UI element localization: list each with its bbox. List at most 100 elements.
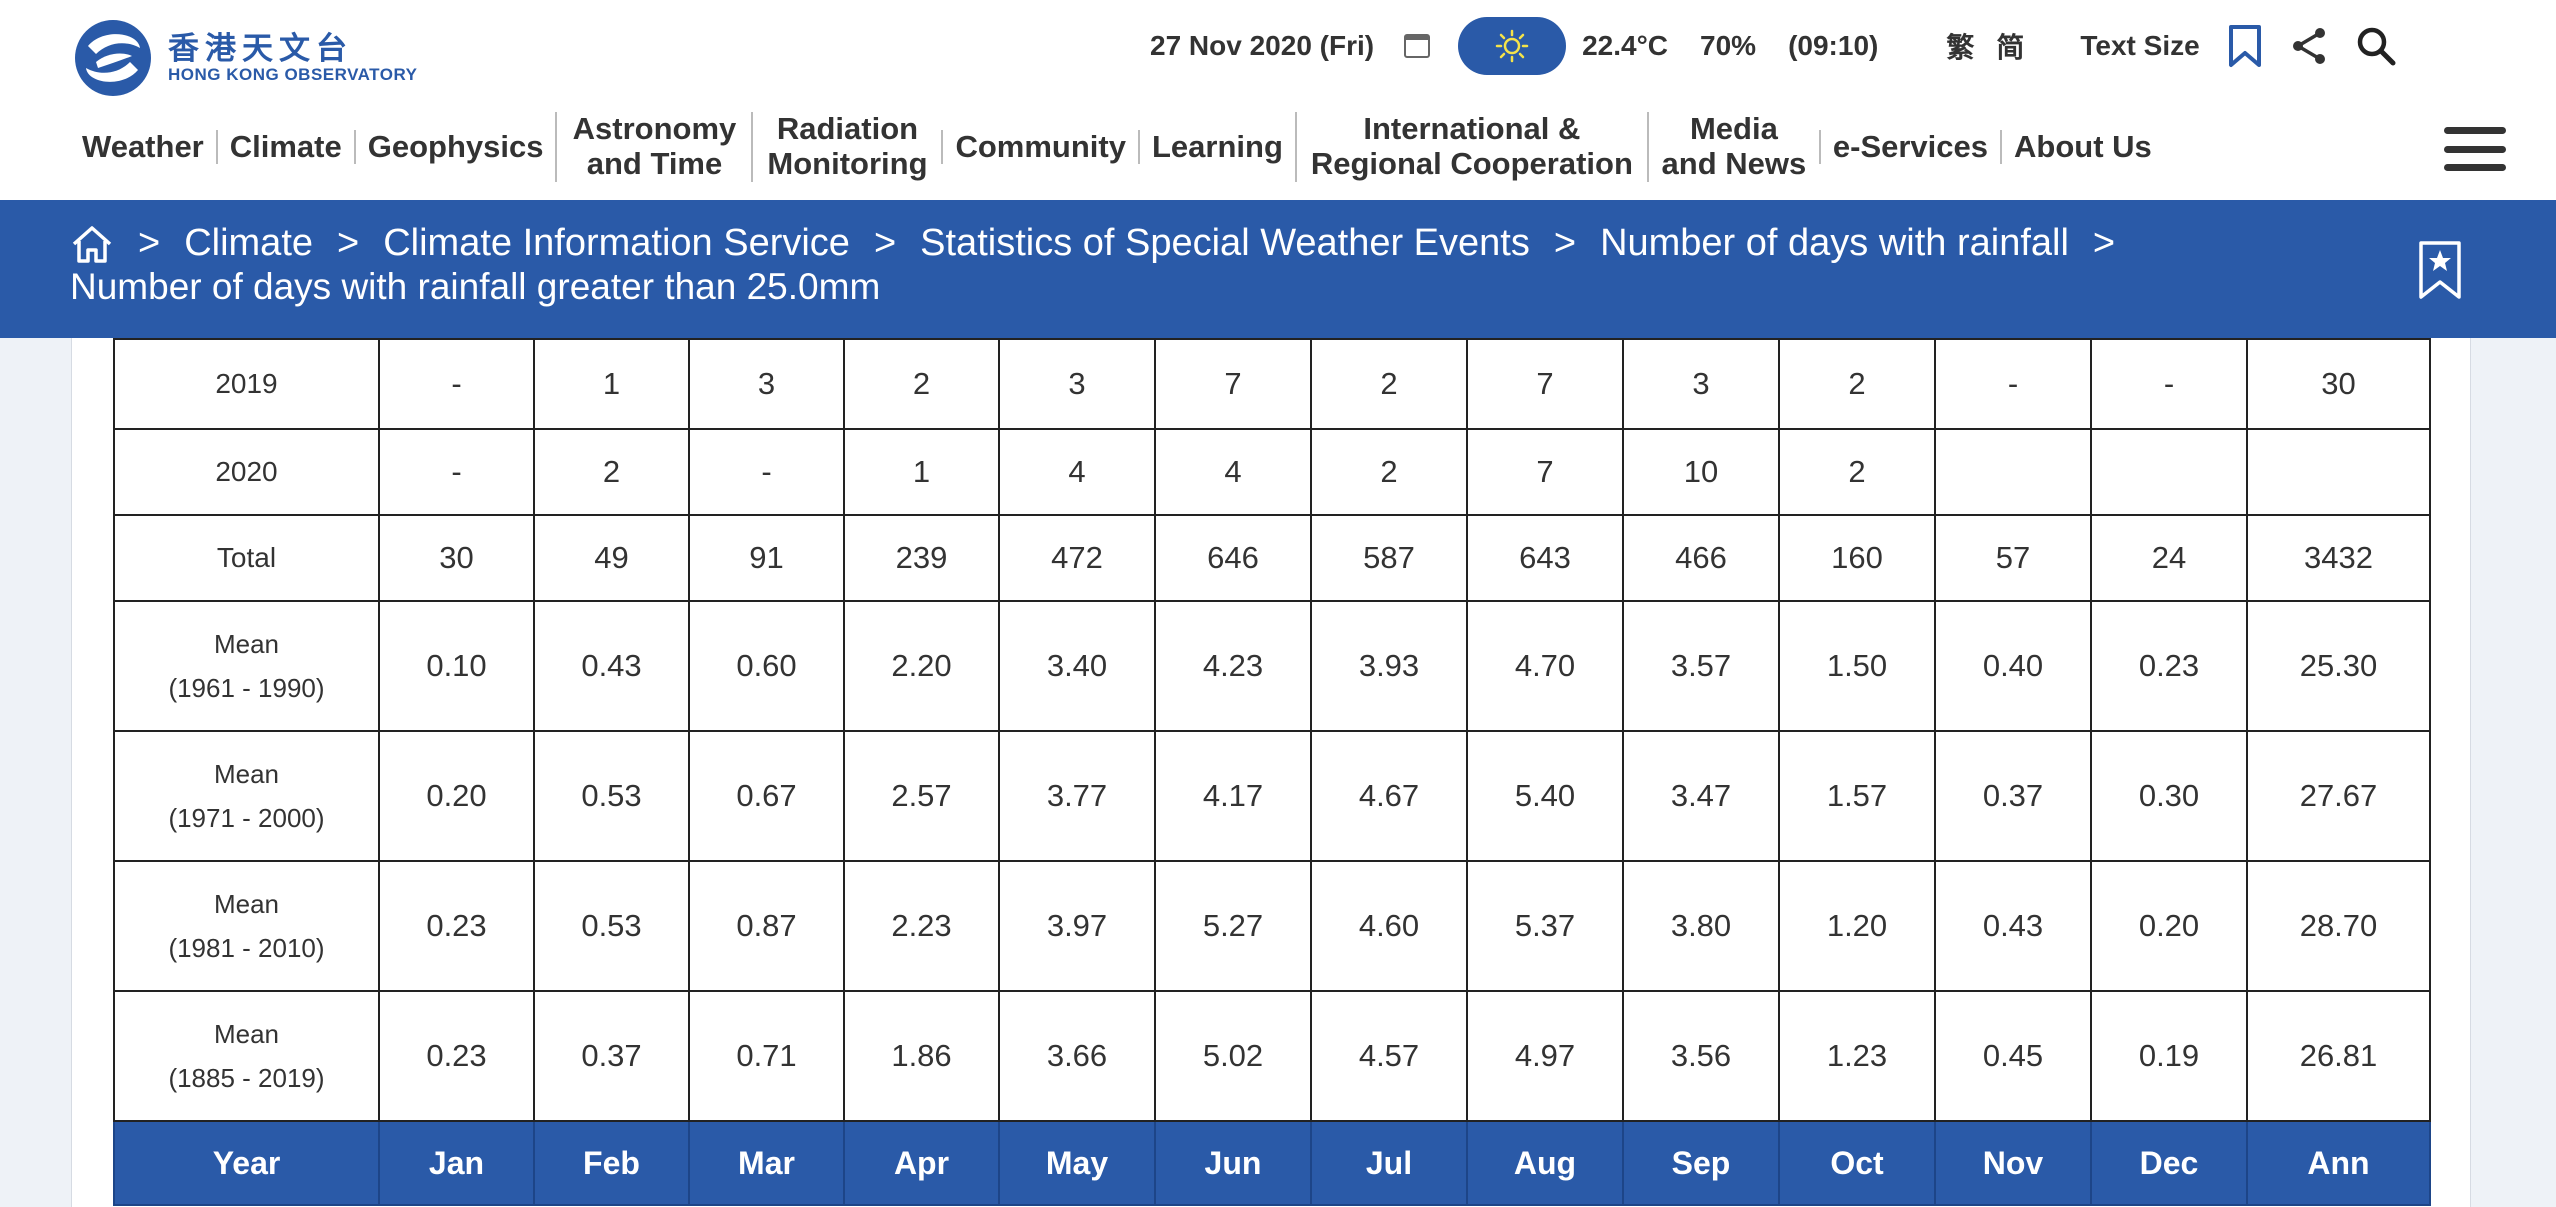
- row-label-main: Mean: [213, 628, 280, 659]
- table-cell: 3.40: [998, 600, 1156, 732]
- table-cell: [1934, 428, 2092, 516]
- table-cell: 4: [1154, 428, 1312, 516]
- lang-traditional-chinese-link[interactable]: 繁: [1946, 32, 1975, 63]
- table-cell: 466: [1622, 514, 1780, 602]
- nav-international-regional-cooperation[interactable]: International & Regional Cooperation: [1294, 111, 1647, 182]
- nav-weather[interactable]: Weather: [82, 128, 204, 164]
- table-cell: 30: [378, 514, 535, 602]
- nav-radiation-monitoring[interactable]: Radiation Monitoring: [751, 111, 941, 182]
- table-cell: 7: [1466, 428, 1624, 516]
- table-cell: 0.37: [1934, 730, 2092, 862]
- text-size-button[interactable]: Text Size: [2080, 30, 2200, 61]
- table-cell: 1: [843, 428, 1000, 516]
- breadcrumb-separator: >: [337, 222, 360, 264]
- table-cell: 5.37: [1466, 860, 1624, 992]
- breadcrumb-climate-information-service[interactable]: Climate Information Service: [383, 222, 850, 264]
- table-cell: 4.60: [1310, 860, 1468, 992]
- table-cell: -: [378, 428, 535, 516]
- weather-icon-button[interactable]: [1458, 17, 1567, 75]
- table-cell: 0.30: [2090, 730, 2248, 862]
- home-icon[interactable]: [70, 224, 114, 264]
- nav-learning[interactable]: Learning: [1137, 129, 1295, 165]
- hko-logo[interactable]: 香港天文台 HONG KONG OBSERVATORY: [68, 18, 417, 98]
- column-header: Ann: [2246, 1120, 2431, 1206]
- row-label: 2020: [113, 428, 380, 516]
- nav-community[interactable]: Community: [941, 129, 1138, 165]
- table-cell: 0.40: [1934, 600, 2092, 732]
- breadcrumb-separator: >: [873, 222, 897, 264]
- table-cell: 1.57: [1778, 730, 1936, 862]
- table-cell: 3: [688, 338, 845, 430]
- lang-simplified-chinese-link[interactable]: 简: [1996, 32, 2025, 63]
- table-cell: 3432: [2246, 514, 2431, 602]
- calendar-icon[interactable]: [1404, 34, 1431, 58]
- table-cell: 1.23: [1778, 990, 1936, 1122]
- breadcrumb-current-page: Number of days with rainfall greater tha…: [70, 266, 881, 307]
- nav-media-and-news[interactable]: Media and News: [1646, 111, 1819, 182]
- table-cell: [2246, 428, 2431, 516]
- nav-about-us[interactable]: About Us: [2000, 129, 2164, 165]
- table-cell: [2090, 428, 2248, 516]
- table-cell: 2: [1310, 338, 1468, 430]
- row-label-period: (1885 - 2019): [168, 1063, 325, 1093]
- table-cell: 0.37: [533, 990, 690, 1122]
- main-navigation: Weather Climate Geophysics Astronomy and…: [72, 111, 2164, 182]
- rainfall-days-table: 2019-1 3 2 3 7 2 7 3 2- -30 2020-2-1 4 4 2 7 10 2 Total 30…: [113, 338, 2431, 1206]
- table-cell: 1.50: [1778, 600, 1936, 732]
- table-cell: 1.20: [1778, 860, 1936, 992]
- column-header: Oct: [1778, 1120, 1936, 1206]
- row-label-period: (1971 - 2000): [168, 803, 325, 833]
- table-cell: 0.71: [688, 990, 845, 1122]
- table-cell: 0.60: [688, 600, 845, 732]
- table-cell: 2: [1778, 428, 1936, 516]
- column-header: Mar: [688, 1120, 845, 1206]
- bookmark-star-icon[interactable]: [2418, 240, 2462, 300]
- breadcrumb: > Climate > Climate Information Service …: [0, 200, 2556, 338]
- breadcrumb-days-with-rainfall[interactable]: Number of days with rainfall: [1600, 222, 2069, 264]
- table-cell: 0.10: [378, 600, 535, 732]
- table-cell: 4.23: [1154, 600, 1312, 732]
- observation-time: (09:10): [1788, 30, 1879, 61]
- row-label-main: Mean: [213, 758, 280, 789]
- table-cell: 0.20: [2090, 860, 2248, 992]
- table-cell: -: [2090, 338, 2248, 430]
- table-cell: 26.81: [2246, 990, 2431, 1122]
- column-header: Sep: [1622, 1120, 1780, 1206]
- humidity-readout: 70%: [1700, 30, 1757, 61]
- table-cell: 4: [998, 428, 1156, 516]
- table-cell: 7: [1466, 338, 1624, 430]
- logo-english-name: HONG KONG OBSERVATORY: [168, 64, 418, 84]
- sun-icon: [1495, 29, 1529, 63]
- nav-geophysics[interactable]: Geophysics: [353, 129, 556, 165]
- column-header: Feb: [533, 1120, 690, 1206]
- bookmark-icon[interactable]: [2228, 24, 2262, 68]
- table-row: Mean (1971 - 2000) 0.20 0.53 0.67 2.57 3.77 4.1…: [113, 730, 2431, 862]
- table-cell: 0.19: [2090, 990, 2248, 1122]
- nav-e-services[interactable]: e-Services: [1818, 129, 2000, 165]
- table-row: Mean (1981 - 2010) 0.23 0.53 0.87 2.23 3.97 5.2…: [113, 860, 2431, 992]
- current-date: 27 Nov 2020 (Fri): [1150, 30, 1375, 61]
- column-header: Year: [113, 1120, 380, 1206]
- table-cell: 0.23: [378, 990, 535, 1122]
- search-icon[interactable]: [2356, 26, 2396, 66]
- table-cell: 2.57: [843, 730, 1000, 862]
- table-cell: 2: [843, 338, 1000, 430]
- nav-climate[interactable]: Climate: [215, 129, 354, 165]
- table-cell: 0.87: [688, 860, 845, 992]
- column-header: Dec: [2090, 1120, 2248, 1206]
- nav-astronomy-and-time[interactable]: Astronomy and Time: [555, 111, 751, 182]
- breadcrumb-climate[interactable]: Climate: [184, 222, 314, 264]
- table-cell: 1.86: [843, 990, 1000, 1122]
- share-icon[interactable]: [2290, 26, 2328, 66]
- table-cell: 0.23: [378, 860, 535, 992]
- column-header: Jun: [1154, 1120, 1312, 1206]
- column-header: Apr: [843, 1120, 1000, 1206]
- table-cell: 0.43: [1934, 860, 2092, 992]
- column-header: Nov: [1934, 1120, 2092, 1206]
- table-row: 2020-2-1 4 4 2 7 10 2: [113, 428, 2431, 516]
- row-label-main: Mean: [213, 1018, 280, 1049]
- column-header: May: [998, 1120, 1156, 1206]
- breadcrumb-statistics-special-weather[interactable]: Statistics of Special Weather Events: [920, 222, 1530, 264]
- table-cell: 57: [1934, 514, 2092, 602]
- menu-icon[interactable]: [2444, 127, 2506, 171]
